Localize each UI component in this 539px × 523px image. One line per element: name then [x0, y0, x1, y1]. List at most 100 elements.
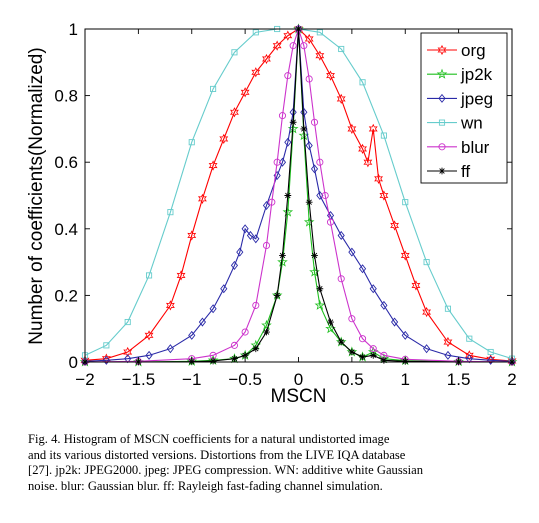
data-point-jpeg: [198, 317, 206, 327]
legend-marker: [438, 93, 446, 103]
data-point-wn: [252, 29, 259, 36]
data-point-jp2k: [303, 216, 315, 227]
x-tick-label: 1.5: [447, 370, 471, 389]
data-point-blur: [310, 118, 319, 126]
data-point-org: [326, 70, 335, 81]
caption-line: Fig. 4. Histogram of MSCN coefficients f…: [28, 432, 390, 446]
data-point-jpeg: [236, 247, 244, 257]
data-point-wn: [338, 45, 345, 53]
data-point-jpeg: [337, 230, 345, 240]
data-point-org: [208, 160, 218, 171]
y-tick-label: 0.4: [54, 220, 78, 239]
legend-entry-org: org: [427, 41, 486, 60]
data-point-ff: [316, 285, 324, 293]
data-point-blur: [369, 345, 377, 353]
data-point-wn: [444, 305, 452, 312]
legend-marker: [436, 68, 448, 79]
data-point-jp2k: [309, 266, 320, 277]
caption-line: noise. blur: Gaussian blur. ff: Rayleigh…: [28, 478, 383, 493]
data-point-jpeg: [278, 157, 287, 167]
legend-label: jp2k: [460, 65, 493, 84]
legend-entry-ff: ff: [427, 162, 470, 181]
legend-label: blur: [461, 138, 490, 157]
data-point-jpeg: [300, 107, 308, 117]
data-point-jp2k: [314, 299, 326, 310]
data-point-org: [240, 87, 250, 98]
data-point-blur: [348, 315, 356, 323]
data-point-ff: [241, 351, 249, 359]
legend-label: org: [461, 41, 486, 60]
x-tick-label: 0: [294, 370, 303, 389]
data-point-org: [315, 50, 325, 61]
data-point-org: [464, 350, 474, 361]
data-point-wn: [487, 348, 494, 356]
x-tick-label: 0.5: [340, 370, 364, 389]
x-axis-label: MSCN: [271, 386, 327, 407]
data-point-jpeg: [220, 284, 228, 294]
legend-label: jpeg: [460, 89, 493, 108]
series-line-blur: [84, 27, 513, 363]
data-point-wn: [167, 209, 174, 216]
data-point-org: [347, 123, 357, 135]
data-point-ff: [311, 252, 318, 259]
data-point-jpeg: [369, 284, 377, 294]
data-point-org: [400, 250, 410, 261]
data-point-blur: [252, 301, 260, 309]
data-point-ff: [359, 353, 366, 361]
data-point-jpeg: [145, 350, 153, 360]
data-point-wn: [124, 318, 131, 326]
data-point-wn: [423, 259, 430, 266]
figure-caption: Fig. 4. Histogram of MSCN coefficients f…: [28, 432, 516, 494]
data-point-org: [165, 300, 175, 311]
x-tick-label: 2: [507, 370, 516, 389]
data-point-wn: [103, 342, 110, 349]
legend-box: [420, 32, 508, 184]
data-point-blur: [278, 112, 287, 120]
legend-entry-wn: wn: [427, 114, 483, 133]
data-point-org: [358, 143, 367, 155]
legend-entry-jpeg: jpeg: [427, 89, 493, 108]
data-point-blur: [262, 241, 271, 249]
data-point-org: [230, 107, 239, 118]
data-point-wn: [145, 272, 153, 279]
data-point-wn: [231, 49, 238, 56]
data-point-blur: [321, 191, 329, 200]
y-tick-label: 0: [69, 353, 78, 372]
data-point-jpeg: [246, 230, 255, 240]
legend-marker: [438, 167, 446, 175]
data-point-jp2k: [261, 319, 272, 330]
data-point-ff: [327, 318, 334, 326]
y-tick-label: 0.8: [54, 87, 78, 106]
data-point-org: [411, 280, 421, 291]
data-point-ff: [231, 355, 238, 363]
data-point-ff: [380, 356, 388, 364]
data-point-blur: [268, 198, 276, 206]
data-point-blur: [284, 72, 292, 80]
data-point-blur: [241, 328, 249, 336]
data-point-wn: [359, 79, 366, 86]
mscn-histogram-figure: −2 −1.5 −1 −0.5 0 0.5 1 1.5 2 0 0.2 0.4 0.6 0.8 1 MSCN…: [26, 20, 518, 407]
data-point-org: [363, 157, 373, 168]
ticks-layer: −2 −1.5 −1 −0.5 0 0.5 1 1.5 2 0 0.2 0.4 0.6 0.8 1: [54, 20, 516, 389]
data-point-jpeg: [230, 260, 239, 270]
data-point-jpeg: [209, 304, 217, 314]
series-line-jpeg: [84, 28, 513, 362]
data-point-jpeg: [444, 350, 452, 360]
data-point-wn: [316, 29, 323, 36]
x-tick-label: −1: [182, 370, 201, 389]
data-point-jpeg: [380, 300, 388, 310]
data-point-wn: [188, 139, 195, 146]
data-point-ff: [252, 345, 260, 353]
data-point-ff: [348, 348, 356, 356]
data-point-ff: [273, 292, 281, 299]
y-axis-label: Number of coefficients(Normalized): [26, 47, 47, 344]
legend-entry-jp2k: jp2k: [427, 65, 493, 84]
data-point-org: [374, 173, 384, 184]
data-point-ff: [209, 357, 217, 365]
data-point-ff: [284, 192, 292, 199]
legend-marker: [438, 143, 446, 151]
y-tick-label: 0.2: [54, 286, 78, 305]
data-point-jpeg: [358, 264, 367, 274]
data-point-jpeg: [487, 355, 495, 365]
data-point-org: [379, 190, 389, 201]
